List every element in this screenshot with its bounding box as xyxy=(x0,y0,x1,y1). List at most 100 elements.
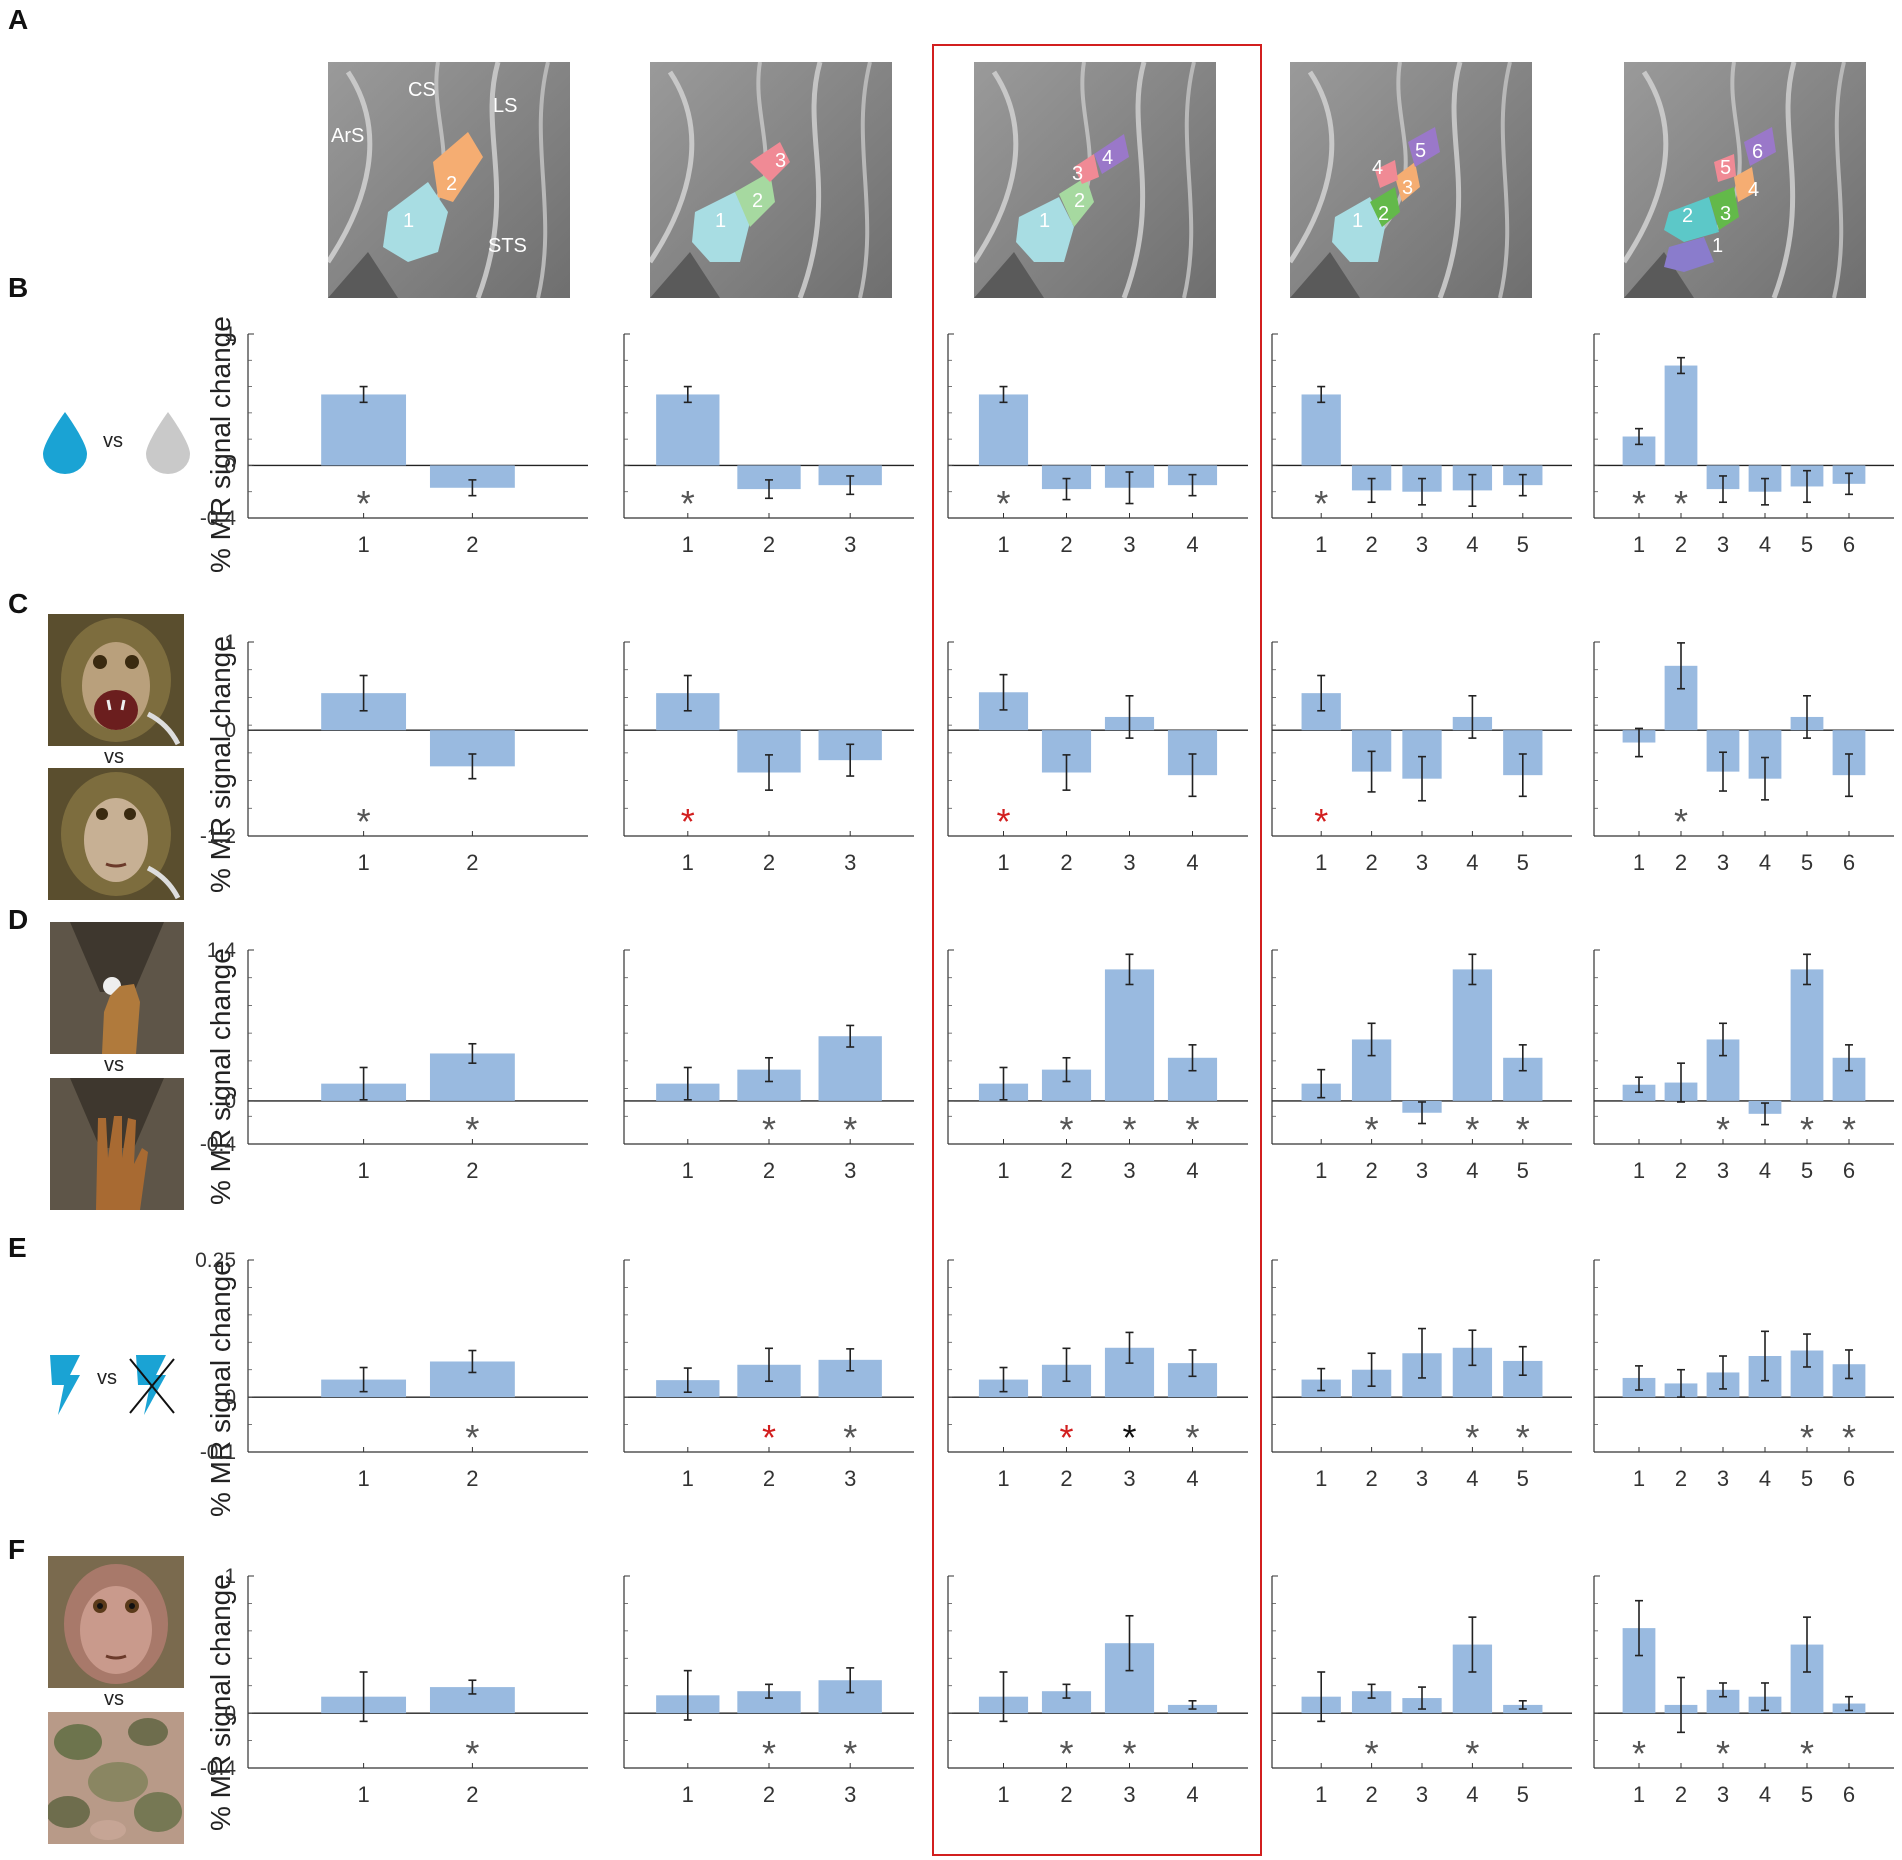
row-f-chart-1-y-tick-label-1: 0 xyxy=(224,1702,236,1725)
row-d-chart-4-x-tick-label-4: 4 xyxy=(1466,1158,1478,1183)
row-c-chart-5-x-tick-label-1: 1 xyxy=(1633,850,1645,875)
row-b-chart-3-bar-2 xyxy=(1041,465,1092,490)
highlight-column-box xyxy=(932,44,1262,1856)
row-c-chart-2-x-tick-label-3: 3 xyxy=(844,850,856,875)
sulcus-label-ls: LS xyxy=(493,95,517,117)
row-f-chart-2-x-tick-label-2: 2 xyxy=(763,1782,775,1807)
row-c-chart-4-x-tick-label-5: 5 xyxy=(1517,850,1529,875)
row-d-chart-1-y-tick-label-1: 0 xyxy=(224,1090,236,1113)
row-f-chart-1-significance-star-2: * xyxy=(465,1733,479,1774)
row-d-chart-1-x-tick-label-1: 1 xyxy=(357,1158,369,1183)
row-f-chart-3-bar-2 xyxy=(1041,1691,1092,1714)
row-d-chart-5-x-tick-label-4: 4 xyxy=(1759,1158,1771,1183)
brain-map-5-label-4: 4 xyxy=(1748,179,1759,201)
row-f-chart-2-bar-2 xyxy=(737,1691,801,1714)
row-d-chart-3-significance-star-4: * xyxy=(1185,1109,1199,1150)
row-b-chart-3-x-tick-label-2: 2 xyxy=(1060,532,1072,557)
row-c-chart-1-x-tick-label-1: 1 xyxy=(357,850,369,875)
row-d-chart-4-bar-4 xyxy=(1452,969,1493,1101)
row-e-chart-5-x-tick-label-4: 4 xyxy=(1759,1466,1771,1491)
row-f-chart-3-significance-star-3: * xyxy=(1122,1733,1136,1774)
brain-map-1-label-2: 2 xyxy=(446,173,457,195)
row-f-chart-5-x-tick-label-1: 1 xyxy=(1633,1782,1645,1807)
row-b-chart-4-x-tick-label-5: 5 xyxy=(1517,532,1529,557)
brain-map-4-label-4: 4 xyxy=(1372,157,1383,179)
panel-label-c: C xyxy=(8,588,29,619)
row-b-chart-3-bar-1 xyxy=(978,394,1029,466)
row-e-chart-4-x-tick-label-3: 3 xyxy=(1416,1466,1428,1491)
row-c-chart-5-x-tick-label-3: 3 xyxy=(1717,850,1729,875)
row-f-chart-5-x-tick-label-3: 3 xyxy=(1717,1782,1729,1807)
brain-map-3-label-4: 4 xyxy=(1102,147,1113,169)
row-c-chart-4-x-tick-label-2: 2 xyxy=(1365,850,1377,875)
row-e-chart-1-significance-star-2: * xyxy=(465,1417,479,1458)
brain-map-1: 1 2 CS LS ArS STS xyxy=(328,62,570,298)
row-f-chart-2-significance-star-3: * xyxy=(843,1733,857,1774)
row-e-chart-1-y-tick-label-2: -0.1 xyxy=(200,1441,236,1464)
row-e-chart-3-significance-star-2: * xyxy=(1059,1417,1073,1458)
monkey-face-image xyxy=(48,1556,184,1688)
brain-map-4-label-5: 5 xyxy=(1415,140,1426,162)
row-b-chart-4-bar-1 xyxy=(1301,394,1341,466)
row-f-chart-2-x-tick-label-1: 1 xyxy=(682,1782,694,1807)
hand-grasp-object-image xyxy=(50,922,184,1054)
row-b-chart-2-x-tick-label-1: 1 xyxy=(682,532,694,557)
brain-map-4: 1 2 3 4 5 xyxy=(1290,62,1532,298)
row-e-chart-3-x-tick-label-3: 3 xyxy=(1123,1466,1135,1491)
row-e-chart-3-x-tick-label-1: 1 xyxy=(997,1466,1009,1491)
row-e-chart-2-significance-star-2: * xyxy=(762,1417,776,1458)
brain-map-5: 1 2 3 4 5 6 xyxy=(1624,62,1866,298)
row-e-chart-5-x-tick-label-5: 5 xyxy=(1801,1466,1813,1491)
row-d-chart-5-significance-star-6: * xyxy=(1842,1109,1856,1150)
row-d-chart-1-significance-star-2: * xyxy=(465,1109,479,1150)
row-f-chart-3-x-tick-label-4: 4 xyxy=(1186,1782,1198,1807)
brain-map-5-label-5: 5 xyxy=(1720,157,1731,179)
brain-map-2: 1 2 3 xyxy=(650,62,892,298)
row-d-chart-4-x-tick-label-3: 3 xyxy=(1416,1158,1428,1183)
vs-label-c: vs xyxy=(104,746,124,768)
panel-label-d: D xyxy=(8,904,29,935)
row-f-chart-4-x-tick-label-2: 2 xyxy=(1365,1782,1377,1807)
row-f-chart-5-significance-star-5: * xyxy=(1800,1733,1814,1774)
brain-map-3: 1 2 3 4 xyxy=(974,62,1216,298)
row-c-chart-1-y-tick-label-2: -1.2 xyxy=(200,825,236,848)
brain-map-3-label-3: 3 xyxy=(1072,163,1083,185)
row-e-chart-2-significance-star-3: * xyxy=(843,1417,857,1458)
brain-map-2-label-3: 3 xyxy=(775,150,786,172)
row-b-chart-3-x-tick-label-4: 4 xyxy=(1186,532,1198,557)
row-e-chart-4-significance-star-4: * xyxy=(1465,1417,1479,1458)
row-b-chart-2-bar-1 xyxy=(656,394,720,466)
row-e-chart-5-significance-star-6: * xyxy=(1842,1417,1856,1458)
brain-map-5-label-6: 6 xyxy=(1752,141,1763,163)
row-f-chart-3-significance-star-2: * xyxy=(1059,1733,1073,1774)
vs-label-d: vs xyxy=(104,1054,124,1076)
row-b-chart-5-x-tick-label-5: 5 xyxy=(1801,532,1813,557)
panel-label-f: F xyxy=(8,1534,26,1565)
row-d-chart-2-x-tick-label-3: 3 xyxy=(844,1158,856,1183)
row-e-chart-3-significance-star-4: * xyxy=(1185,1417,1199,1458)
row-c-chart-2-x-tick-label-1: 1 xyxy=(682,850,694,875)
row-c-chart-1-y-tick-label-0: 1 xyxy=(224,631,236,654)
row-c-chart-5-x-tick-label-6: 6 xyxy=(1843,850,1855,875)
row-b-chart-1-significance-star-1: * xyxy=(357,483,371,524)
row-c-chart-5-x-tick-label-5: 5 xyxy=(1801,850,1813,875)
row-c-chart-3-x-tick-label-2: 2 xyxy=(1060,850,1072,875)
row-c-chart-1-x-tick-label-2: 2 xyxy=(466,850,478,875)
shock-icon xyxy=(48,1355,82,1415)
row-b-chart-5-significance-star-2: * xyxy=(1674,483,1688,524)
monkey-closed-mouth-image xyxy=(48,768,184,900)
row-b-chart-3-x-tick-label-1: 1 xyxy=(997,532,1009,557)
row-e-chart-1-y-tick-label-0: 0.25 xyxy=(195,1249,236,1272)
row-f-chart-4-significance-star-2: * xyxy=(1365,1733,1379,1774)
row-d-chart-2-significance-star-2: * xyxy=(762,1109,776,1150)
hand-no-object-image xyxy=(50,1078,184,1210)
row-e-chart-4-x-tick-label-1: 1 xyxy=(1315,1466,1327,1491)
row-c-chart-3-x-tick-label-4: 4 xyxy=(1186,850,1198,875)
row-f-chart-2-significance-star-2: * xyxy=(762,1733,776,1774)
row-f-chart-5-significance-star-1: * xyxy=(1632,1733,1646,1774)
row-c-chart-3-x-tick-label-3: 3 xyxy=(1123,850,1135,875)
row-b-chart-5-bar-2 xyxy=(1664,365,1698,466)
row-f-chart-5-bar-3 xyxy=(1706,1689,1740,1714)
row-b-chart-3-significance-star-1: * xyxy=(996,483,1010,524)
